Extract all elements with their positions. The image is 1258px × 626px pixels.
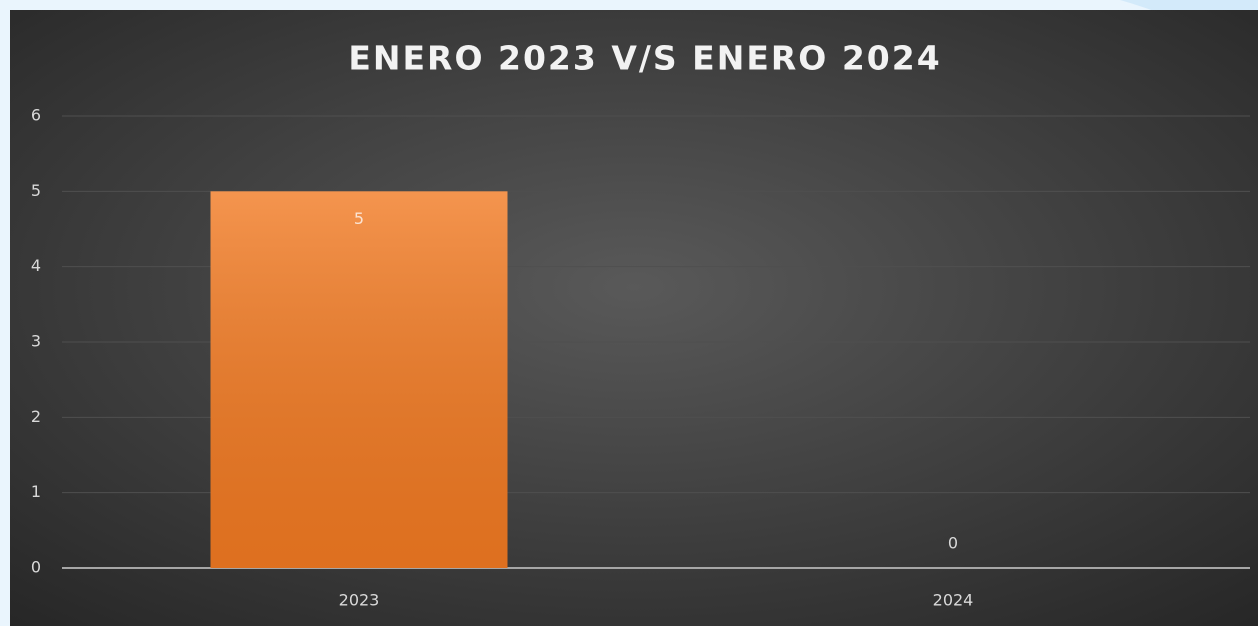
y-tick-label: 1 bbox=[31, 482, 41, 501]
chart-panel bbox=[10, 10, 1258, 626]
x-tick-label: 2024 bbox=[933, 591, 974, 610]
data-label: 0 bbox=[948, 534, 958, 553]
bar-sheen bbox=[210, 191, 508, 569]
x-tick-label: 2023 bbox=[339, 591, 380, 610]
y-tick-label: 2 bbox=[31, 407, 41, 426]
data-label: 5 bbox=[354, 209, 364, 228]
chart-title: ENERO 2023 V/S ENERO 2024 bbox=[348, 39, 941, 78]
y-tick-label: 5 bbox=[31, 181, 41, 200]
y-tick-label: 6 bbox=[31, 106, 41, 125]
y-tick-label: 4 bbox=[31, 256, 41, 275]
y-tick-label: 3 bbox=[31, 332, 41, 351]
y-tick-label: 0 bbox=[31, 558, 41, 577]
